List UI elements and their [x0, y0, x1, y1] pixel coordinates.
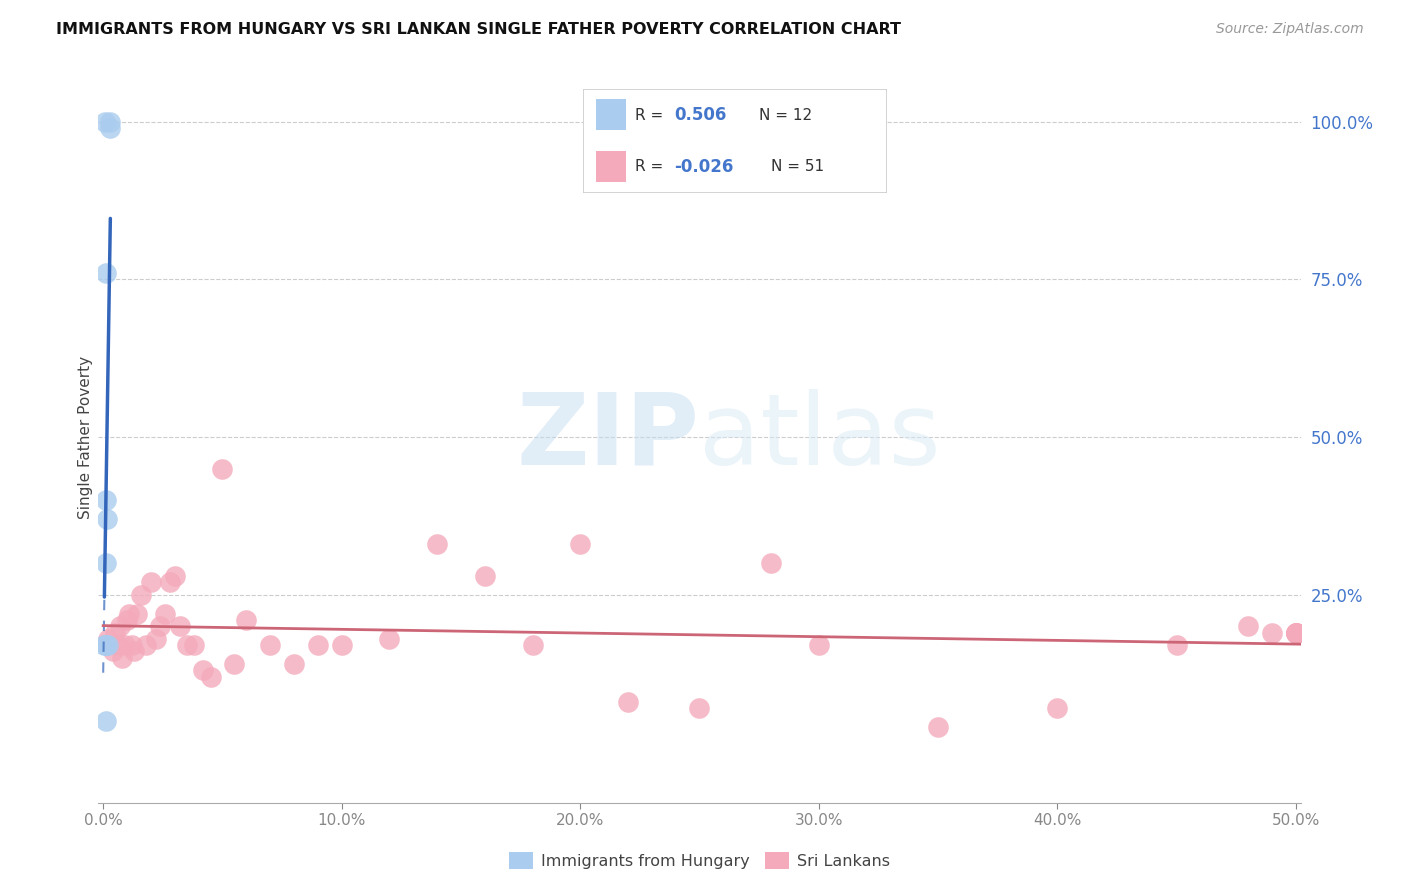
Point: [927, 720, 949, 734]
Text: R =: R =: [636, 108, 668, 123]
Text: atlas: atlas: [700, 389, 941, 485]
Point: [569, 537, 592, 551]
Point: [1166, 638, 1188, 652]
Point: [125, 607, 148, 621]
Bar: [596, 99, 626, 130]
Point: [259, 638, 281, 652]
Point: [97, 638, 120, 652]
Point: [149, 619, 172, 633]
Point: [378, 632, 401, 646]
Point: [94, 115, 117, 129]
Point: [98, 121, 121, 136]
Point: [97, 632, 120, 646]
Point: [183, 638, 205, 652]
Point: [307, 638, 329, 652]
Point: [101, 644, 124, 658]
Text: Source: ZipAtlas.com: Source: ZipAtlas.com: [1216, 22, 1364, 37]
Point: [224, 657, 246, 671]
Point: [807, 638, 830, 652]
Point: [426, 537, 449, 551]
Point: [193, 664, 215, 678]
Point: [1046, 701, 1069, 715]
Bar: [596, 151, 626, 181]
Point: [94, 493, 117, 508]
Point: [1285, 625, 1308, 640]
Point: [617, 695, 640, 709]
Point: [1261, 625, 1284, 640]
Point: [94, 638, 117, 652]
Point: [169, 619, 191, 633]
Point: [522, 638, 544, 652]
Point: [107, 638, 129, 652]
Point: [94, 556, 117, 570]
Point: [155, 607, 177, 621]
Point: [115, 613, 138, 627]
Point: [211, 461, 233, 475]
Point: [111, 650, 134, 665]
Legend: Immigrants from Hungary, Sri Lankans: Immigrants from Hungary, Sri Lankans: [502, 846, 897, 875]
Point: [1285, 625, 1308, 640]
Point: [688, 701, 710, 715]
Text: R =: R =: [636, 159, 668, 174]
Point: [121, 638, 143, 652]
Point: [118, 607, 141, 621]
Point: [94, 714, 117, 728]
Point: [96, 512, 118, 526]
Point: [93, 638, 115, 652]
Point: [200, 670, 222, 684]
Point: [330, 638, 353, 652]
Point: [145, 632, 167, 646]
Point: [139, 575, 162, 590]
Text: -0.026: -0.026: [675, 158, 734, 176]
Text: IMMIGRANTS FROM HUNGARY VS SRI LANKAN SINGLE FATHER POVERTY CORRELATION CHART: IMMIGRANTS FROM HUNGARY VS SRI LANKAN SI…: [56, 22, 901, 37]
Point: [235, 613, 257, 627]
Point: [131, 588, 153, 602]
Point: [474, 569, 496, 583]
Point: [122, 644, 145, 658]
Point: [114, 638, 136, 652]
Point: [1237, 619, 1260, 633]
Text: N = 12: N = 12: [759, 108, 811, 123]
Point: [159, 575, 181, 590]
Point: [94, 266, 117, 280]
Point: [94, 638, 117, 652]
Point: [108, 619, 131, 633]
Text: 0.506: 0.506: [675, 106, 727, 124]
Text: ZIP: ZIP: [516, 389, 700, 485]
Point: [163, 569, 186, 583]
Point: [759, 556, 782, 570]
Point: [1285, 625, 1308, 640]
Point: [176, 638, 198, 652]
Text: N = 51: N = 51: [770, 159, 824, 174]
Y-axis label: Single Father Poverty: Single Father Poverty: [77, 356, 93, 518]
Point: [98, 115, 121, 129]
Point: [135, 638, 157, 652]
Point: [1285, 625, 1308, 640]
Point: [104, 625, 127, 640]
Point: [283, 657, 305, 671]
Point: [1285, 625, 1308, 640]
